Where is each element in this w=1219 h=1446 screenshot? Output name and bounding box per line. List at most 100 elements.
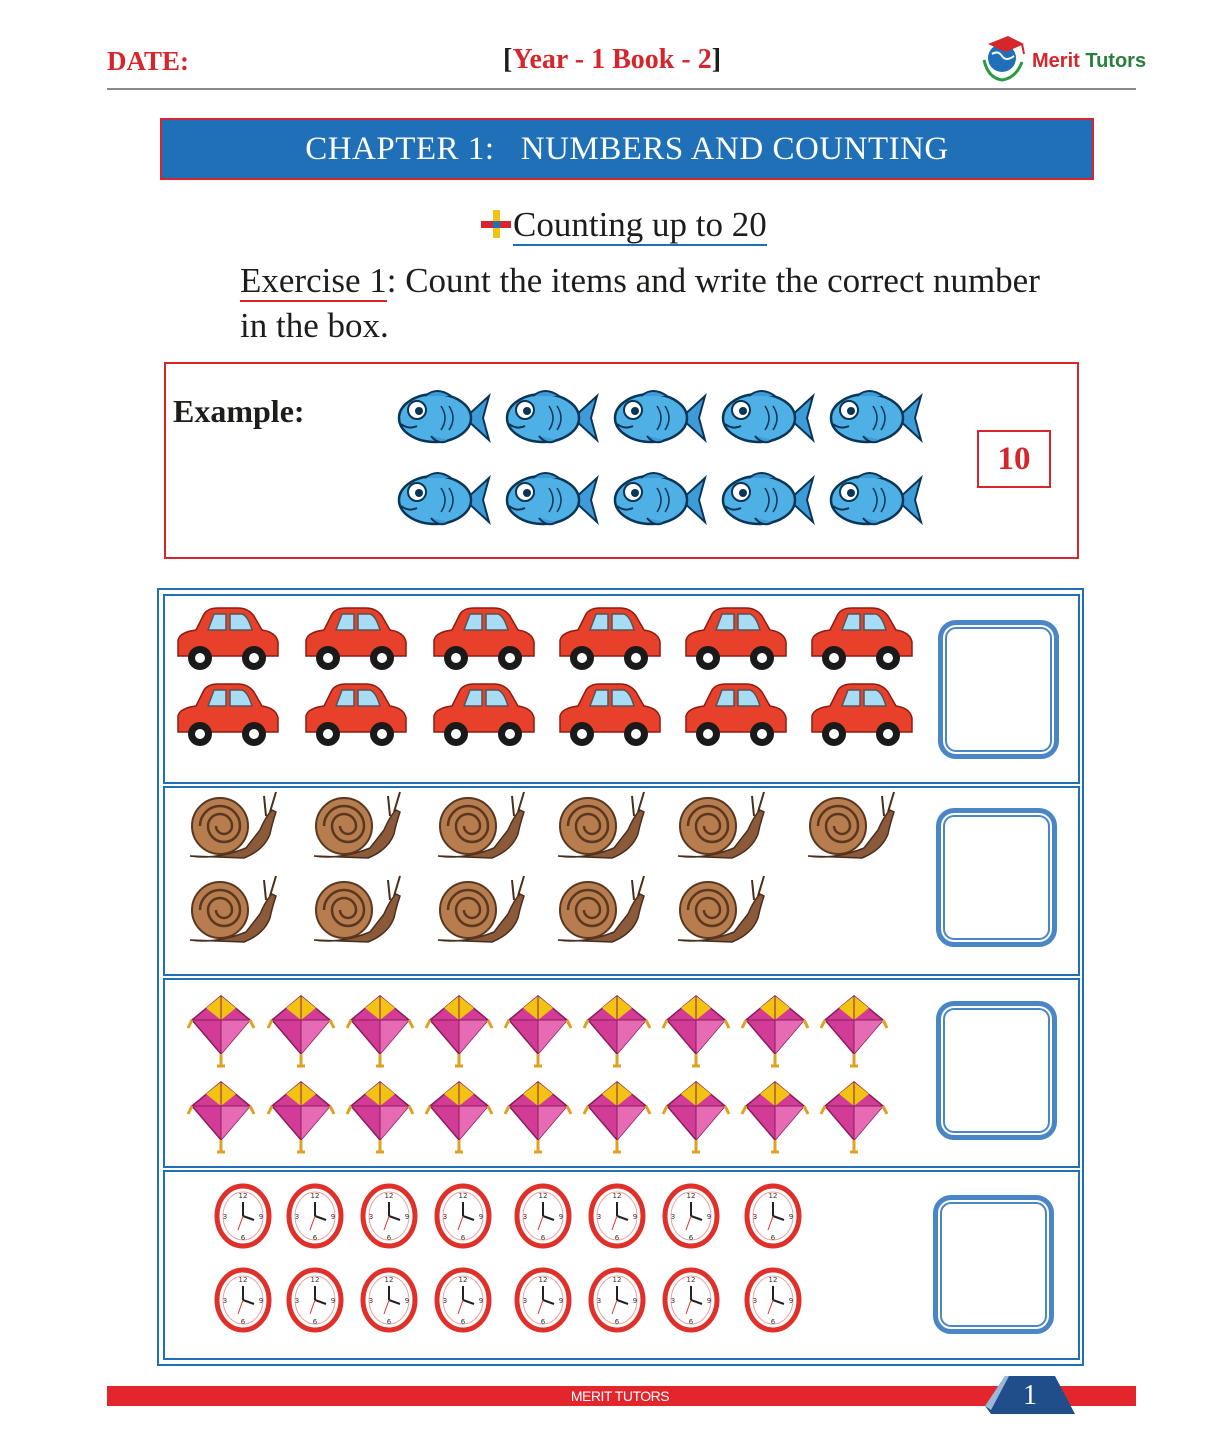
fish-icon-1 xyxy=(397,390,491,444)
instruction-text: Exercise 1: Count the items and write th… xyxy=(240,258,1040,348)
chapter-banner: CHAPTER 1: NUMBERS AND COUNTING xyxy=(160,118,1094,180)
clock-icon-16: 12 9 3 6 xyxy=(744,1267,802,1333)
svg-text:6: 6 xyxy=(771,1318,776,1326)
snail-icon-5 xyxy=(677,791,765,859)
svg-text:3: 3 xyxy=(753,1213,757,1221)
svg-text:6: 6 xyxy=(615,1318,620,1326)
fish-icon-5 xyxy=(829,390,923,444)
snail-icon-4 xyxy=(557,791,645,859)
svg-text:6: 6 xyxy=(461,1234,466,1242)
car-icon-11 xyxy=(685,683,787,746)
svg-text:9: 9 xyxy=(479,1213,483,1221)
row-kites xyxy=(163,978,1080,1168)
svg-text:6: 6 xyxy=(615,1234,620,1242)
svg-text:3: 3 xyxy=(597,1297,601,1305)
snail-icon-7 xyxy=(189,875,277,943)
kite-icon-10 xyxy=(186,1081,256,1154)
kite-icon-16 xyxy=(661,1081,731,1154)
svg-text:9: 9 xyxy=(331,1213,335,1221)
page-number: 1 xyxy=(1023,1380,1037,1411)
instruction-body: : Count the items and write the correct … xyxy=(240,261,1040,345)
kite-icon-11 xyxy=(266,1081,336,1154)
kite-icon-14 xyxy=(503,1081,573,1154)
svg-text:12: 12 xyxy=(613,1276,622,1284)
svg-text:12: 12 xyxy=(687,1192,696,1200)
book-title: [Year - 1 Book - 2] xyxy=(503,44,722,75)
svg-text:12: 12 xyxy=(311,1276,320,1284)
answer-box-cars[interactable] xyxy=(938,620,1059,759)
section-heading: Counting up to 20 xyxy=(481,205,767,246)
page-number-tab xyxy=(985,1376,1075,1414)
car-icon-2 xyxy=(305,607,407,670)
svg-text:9: 9 xyxy=(633,1297,637,1305)
kite-icon-6 xyxy=(582,995,652,1068)
snail-icon-3 xyxy=(437,791,525,859)
snail-icon-6 xyxy=(807,791,895,859)
svg-text:3: 3 xyxy=(443,1297,447,1305)
svg-text:6: 6 xyxy=(241,1318,246,1326)
kite-icon-12 xyxy=(345,1081,415,1154)
fish-icon-9 xyxy=(721,472,815,526)
fish-icon-8 xyxy=(613,472,707,526)
fish-icon-2 xyxy=(505,390,599,444)
svg-text:9: 9 xyxy=(259,1213,263,1221)
fish-icon-3 xyxy=(613,390,707,444)
svg-text:6: 6 xyxy=(771,1234,776,1242)
clock-icon-15: 12 9 3 6 xyxy=(662,1267,720,1333)
svg-text:12: 12 xyxy=(687,1276,696,1284)
kite-icon-8 xyxy=(740,995,810,1068)
answer-box-clocks[interactable] xyxy=(933,1195,1054,1334)
example-answer-box: 10 xyxy=(977,430,1051,488)
clock-icon-7: 12 9 3 6 xyxy=(662,1183,720,1249)
fish-icon-10 xyxy=(829,472,923,526)
header-rule xyxy=(107,88,1136,90)
svg-text:3: 3 xyxy=(597,1213,601,1221)
svg-text:6: 6 xyxy=(689,1234,694,1242)
answer-box-snails[interactable] xyxy=(936,808,1057,947)
exercise-frame xyxy=(157,588,1084,1366)
kite-icon-4 xyxy=(424,995,494,1068)
svg-text:3: 3 xyxy=(523,1213,527,1221)
svg-text:12: 12 xyxy=(311,1192,320,1200)
svg-text:12: 12 xyxy=(613,1192,622,1200)
clock-icon-5: 12 9 3 6 xyxy=(514,1183,572,1249)
svg-text:9: 9 xyxy=(331,1297,335,1305)
svg-text:3: 3 xyxy=(295,1297,299,1305)
clock-icon-9: 12 9 3 6 xyxy=(214,1267,272,1333)
svg-text:3: 3 xyxy=(671,1297,675,1305)
svg-text:6: 6 xyxy=(541,1318,546,1326)
kite-icon-15 xyxy=(582,1081,652,1154)
clock-icon-14: 12 9 3 6 xyxy=(588,1267,646,1333)
svg-text:9: 9 xyxy=(789,1297,793,1305)
svg-text:6: 6 xyxy=(241,1234,246,1242)
svg-text:12: 12 xyxy=(239,1192,248,1200)
exercise-label: Exercise 1 xyxy=(240,261,387,302)
kite-icon-13 xyxy=(424,1081,494,1154)
svg-text:9: 9 xyxy=(789,1213,793,1221)
car-icon-9 xyxy=(433,683,535,746)
kite-icon-7 xyxy=(661,995,731,1068)
clock-icon-10: 12 9 3 6 xyxy=(286,1267,344,1333)
car-icon-7 xyxy=(177,683,279,746)
svg-text:9: 9 xyxy=(259,1297,263,1305)
answer-box-kites[interactable] xyxy=(936,1001,1057,1140)
svg-text:9: 9 xyxy=(559,1213,563,1221)
car-icon-4 xyxy=(559,607,661,670)
car-icon-3 xyxy=(433,607,535,670)
svg-text:12: 12 xyxy=(385,1192,394,1200)
car-icon-12 xyxy=(811,683,913,746)
kite-icon-2 xyxy=(266,995,336,1068)
snail-icon-10 xyxy=(557,875,645,943)
clock-icon-12: 12 9 3 6 xyxy=(434,1267,492,1333)
svg-text:12: 12 xyxy=(385,1276,394,1284)
svg-text:9: 9 xyxy=(405,1297,409,1305)
kite-icon-3 xyxy=(345,995,415,1068)
fish-icon-4 xyxy=(721,390,815,444)
svg-text:6: 6 xyxy=(689,1318,694,1326)
globe-graduation-cap-icon xyxy=(982,36,1025,82)
merit-tutors-logo: Merit Tutors xyxy=(978,30,1146,86)
kite-icon-1 xyxy=(186,995,256,1068)
svg-text:12: 12 xyxy=(769,1192,778,1200)
svg-text:9: 9 xyxy=(405,1213,409,1221)
snail-icon-11 xyxy=(677,875,765,943)
